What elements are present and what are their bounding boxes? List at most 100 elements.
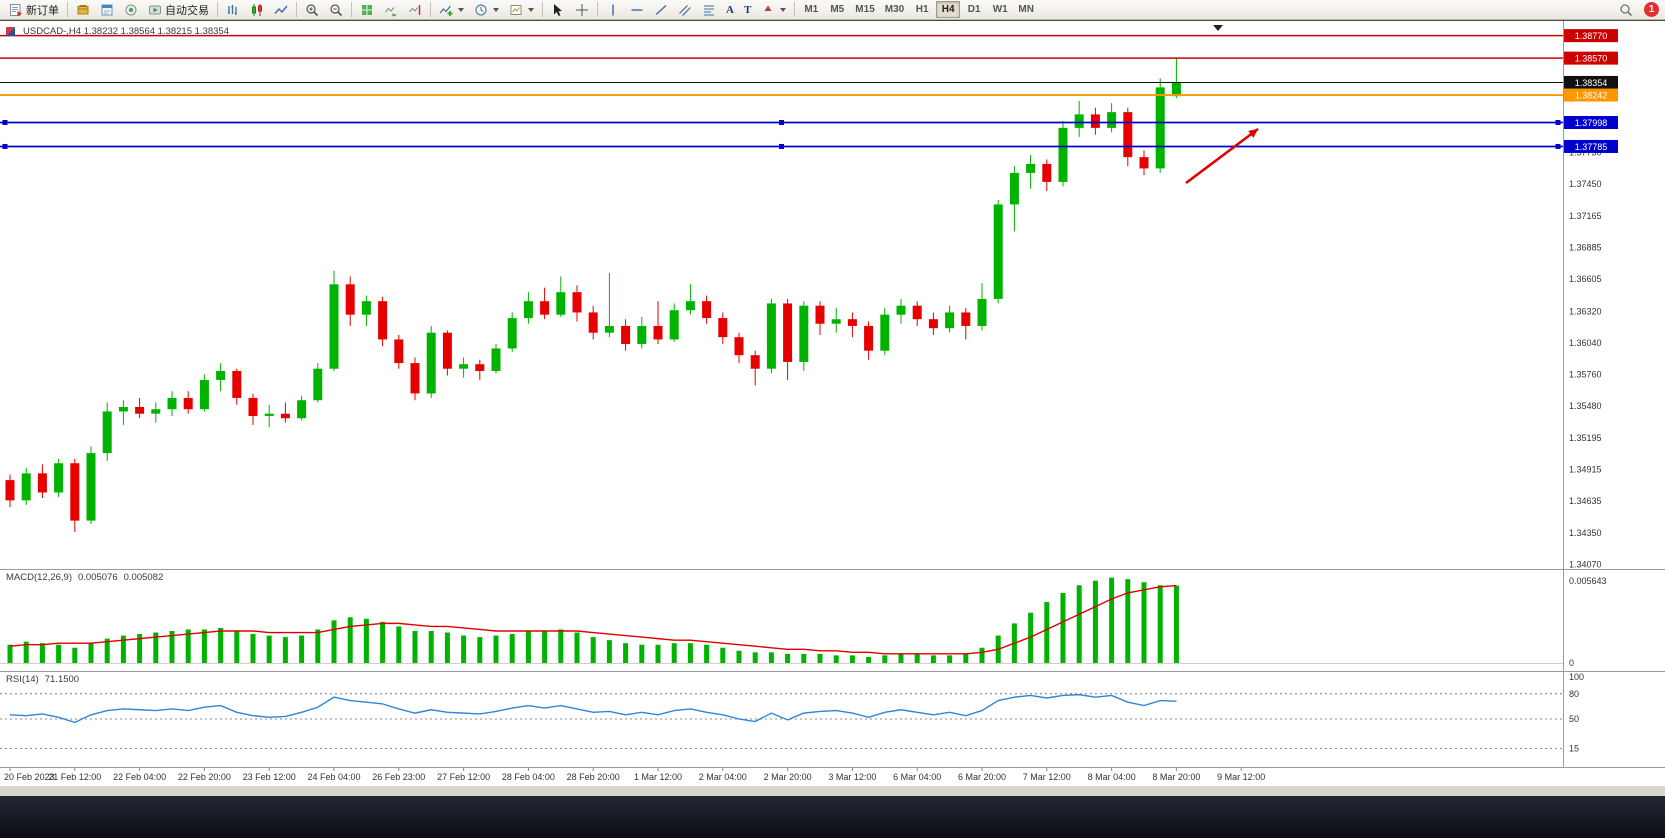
svg-text:1.37450: 1.37450 (1569, 179, 1602, 189)
zoom-in-button[interactable] (300, 1, 324, 19)
candle (945, 305, 955, 333)
notification-badge[interactable]: 1 (1644, 2, 1659, 17)
tile-windows-button[interactable] (355, 1, 379, 19)
price-axis[interactable]: 1.377301.374501.371651.368851.366051.363… (1569, 148, 1602, 570)
candle (783, 298, 793, 380)
candle (361, 295, 371, 326)
arrows-tool-button[interactable] (756, 1, 791, 19)
svg-text:1.35760: 1.35760 (1569, 369, 1602, 379)
timeframe-mn[interactable]: MN (1014, 1, 1038, 18)
timeframe-m1[interactable]: M1 (799, 1, 823, 18)
navigator-button[interactable] (119, 1, 143, 19)
arrow-annotation[interactable] (1185, 127, 1259, 185)
candle (378, 296, 388, 347)
auto-trading-button[interactable]: 自动交易 (143, 1, 214, 19)
timeframe-m30[interactable]: M30 (881, 1, 908, 18)
svg-text:2 Mar 04:00: 2 Mar 04:00 (699, 772, 747, 782)
svg-text:0: 0 (1569, 658, 1574, 668)
svg-text:1.38354: 1.38354 (1575, 78, 1608, 88)
candle (718, 312, 728, 344)
candle (151, 402, 161, 423)
text-tool-button[interactable]: A (721, 1, 739, 19)
label-tool-button[interactable]: T (739, 1, 756, 19)
trendline-button[interactable] (649, 1, 673, 19)
navigator-icon (124, 3, 138, 17)
search-icon (1619, 3, 1633, 17)
channel-icon (678, 3, 692, 17)
data-window-icon (100, 3, 114, 17)
add-indicator-icon (439, 3, 453, 17)
line-chart-icon (274, 3, 288, 17)
svg-text:3 Mar 12:00: 3 Mar 12:00 (828, 772, 876, 782)
data-window-button[interactable] (95, 1, 119, 19)
chart-shift-marker[interactable] (1213, 25, 1223, 31)
candle (847, 312, 857, 338)
cursor-icon (551, 3, 565, 17)
timeframe-m15[interactable]: M15 (851, 1, 878, 18)
chart-title-text: USDCAD-,H4 1.38232 1.38564 1.38215 1.383… (23, 26, 229, 37)
horizontal-line-object[interactable]: 1.37998 (0, 115, 1618, 129)
horizontal-line-button[interactable] (625, 1, 649, 19)
candlestick-chart-button[interactable] (245, 1, 269, 19)
candle (118, 400, 128, 425)
horizontal-line-object[interactable]: 1.37785 (0, 139, 1618, 153)
toolbar-separator (597, 2, 598, 17)
chart-title: USDCAD-,H4 1.38232 1.38564 1.38215 1.383… (6, 26, 229, 37)
svg-text:22 Feb 04:00: 22 Feb 04:00 (113, 772, 166, 782)
vertical-line-button[interactable] (601, 1, 625, 19)
templates-button[interactable] (504, 1, 539, 19)
horizontal-line-object[interactable]: 1.38770 (0, 29, 1618, 43)
timeframe-h1[interactable]: H1 (910, 1, 934, 18)
candle (523, 292, 533, 324)
svg-text:22 Feb 20:00: 22 Feb 20:00 (178, 772, 231, 782)
candle (313, 363, 323, 403)
horizontal-line-object[interactable]: 1.38242 (0, 88, 1618, 102)
candle (329, 270, 339, 371)
horizontal-line-object[interactable]: 1.38570 (0, 51, 1618, 65)
svg-text:1.34915: 1.34915 (1569, 464, 1602, 474)
candle (734, 332, 744, 364)
timeframe-m5[interactable]: M5 (825, 1, 849, 18)
crosshair-button[interactable] (570, 1, 594, 19)
new-order-button[interactable]: 新订单 (4, 1, 64, 19)
bar-chart-icon (226, 3, 240, 17)
line-chart-button[interactable] (269, 1, 293, 19)
toolbar: 新订单 自动交易 (0, 0, 1665, 20)
chart-area[interactable]: 1.377301.374501.371651.368851.366051.363… (0, 20, 1665, 786)
indicators-button[interactable] (434, 1, 469, 19)
svg-text:1.37165: 1.37165 (1569, 211, 1602, 221)
candle (637, 316, 647, 349)
timeframe-d1[interactable]: D1 (962, 1, 986, 18)
periods-button[interactable] (469, 1, 504, 19)
chart-shift-button[interactable] (403, 1, 427, 19)
cursor-button[interactable] (546, 1, 570, 19)
svg-text:1.36320: 1.36320 (1569, 306, 1602, 316)
candle (102, 402, 112, 461)
vertical-line-icon (606, 3, 620, 17)
bar-chart-button[interactable] (221, 1, 245, 19)
zoom-in-icon (305, 3, 319, 17)
fibonacci-button[interactable] (697, 1, 721, 19)
auto-scroll-button[interactable] (379, 1, 403, 19)
candle (37, 464, 47, 499)
svg-text:1.36605: 1.36605 (1569, 274, 1602, 284)
svg-text:1.34350: 1.34350 (1569, 528, 1602, 538)
svg-text:28 Feb 04:00: 28 Feb 04:00 (502, 772, 555, 782)
equidistant-channel-button[interactable] (673, 1, 697, 19)
svg-text:1.36040: 1.36040 (1569, 338, 1602, 348)
svg-text:1.35480: 1.35480 (1569, 401, 1602, 411)
timeframe-w1[interactable]: W1 (988, 1, 1012, 18)
candle (394, 334, 404, 369)
svg-text:8 Mar 20:00: 8 Mar 20:00 (1152, 772, 1200, 782)
rsi-name: RSI(14) (6, 674, 39, 685)
candle (54, 458, 64, 497)
market-watch-button[interactable] (71, 1, 95, 19)
timeframe-h4[interactable]: H4 (936, 1, 961, 18)
svg-text:2 Mar 20:00: 2 Mar 20:00 (764, 772, 812, 782)
zoom-out-button[interactable] (324, 1, 348, 19)
search-button[interactable] (1614, 1, 1638, 19)
toolbar-separator (67, 2, 68, 17)
svg-text:1.35195: 1.35195 (1569, 433, 1602, 443)
toolbar-separator (217, 2, 218, 17)
